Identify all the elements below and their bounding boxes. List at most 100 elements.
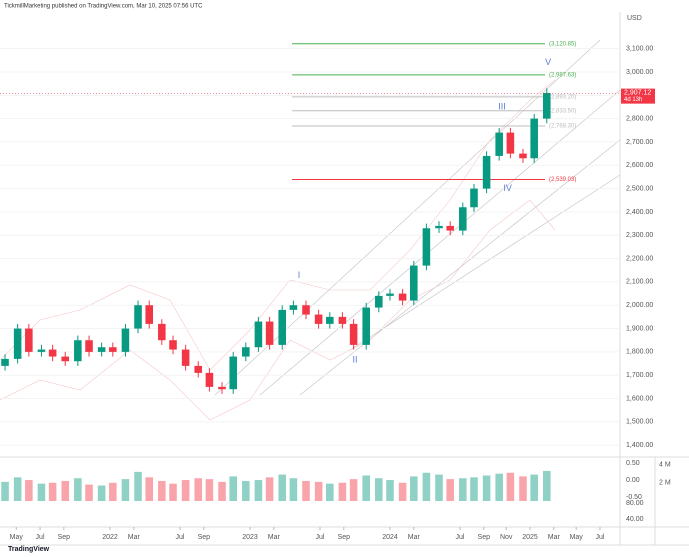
x-tick-label: 2023	[242, 534, 258, 541]
countdown-label: 4d 13h	[624, 97, 642, 103]
y-tick-label: 1,800.00	[626, 349, 653, 356]
volume-bar	[398, 482, 407, 501]
y-tick-label: 1,600.00	[626, 395, 653, 402]
volume-bar	[446, 479, 454, 501]
volume-bar	[61, 480, 70, 501]
volume-bar	[375, 478, 383, 501]
volume-bar	[519, 476, 527, 501]
wave-label: I	[298, 270, 301, 280]
volume-bar	[85, 484, 93, 501]
candle-body	[398, 293, 407, 301]
candle-body	[278, 309, 286, 345]
volume-bar	[470, 477, 478, 501]
candle-body	[169, 340, 177, 350]
candle-body	[410, 265, 418, 301]
wave-label: IV	[503, 183, 512, 193]
candle-body	[338, 316, 347, 324]
x-tick-label: Jul	[456, 534, 465, 541]
last-price-tag	[621, 88, 655, 104]
wave-label: II	[352, 354, 357, 364]
x-tick-label: 2022	[102, 534, 118, 541]
volume-bar	[422, 472, 431, 501]
volume-bar	[242, 480, 250, 501]
candle-body	[470, 188, 478, 208]
sub-panel-label: 80.00	[626, 500, 644, 507]
volume-bar	[254, 480, 263, 501]
volume-bar	[48, 482, 57, 501]
volume-bar	[482, 475, 491, 501]
candle-body	[121, 328, 130, 352]
candle-body	[519, 153, 527, 159]
candle-body	[422, 228, 431, 266]
x-tick-label: Sep	[478, 534, 491, 541]
candle-body	[97, 347, 106, 352]
candle-body	[1, 358, 9, 366]
y-tick-label: 2,200.00	[626, 255, 653, 262]
candle-body	[25, 328, 33, 352]
candle-body	[254, 321, 263, 348]
footer-logo: TradingView	[8, 546, 50, 553]
x-tick-label: Sep	[58, 534, 71, 541]
x-tick-label: Mar	[548, 534, 561, 541]
volume-bar	[338, 482, 347, 501]
candle-body	[314, 314, 323, 324]
volume-bar	[205, 479, 214, 501]
volume-bar	[25, 480, 33, 501]
candle-body	[218, 386, 226, 390]
x-tick-label: Jul	[176, 534, 185, 541]
candle-body	[109, 347, 117, 352]
candle-body	[181, 349, 190, 366]
volume-bar	[145, 477, 154, 501]
volume-bar	[181, 480, 190, 501]
y-tick-label: 3,000.00	[626, 69, 653, 76]
volume-bar	[349, 479, 358, 501]
volume-bar	[435, 474, 443, 501]
y-tick-label: 3,100.00	[626, 45, 653, 52]
y-tick-label: 2,500.00	[626, 185, 653, 192]
x-tick-label: Jul	[316, 534, 325, 541]
candle-body	[242, 347, 250, 357]
x-tick-label: Mar	[408, 534, 421, 541]
candle-body	[506, 132, 515, 154]
volume-bar	[506, 472, 515, 501]
y-tick-label: 2,400.00	[626, 209, 653, 216]
sub-panel-label: 0.00	[626, 477, 640, 484]
candle-body	[459, 207, 467, 231]
x-tick-label: 2024	[382, 534, 398, 541]
candle-body	[48, 349, 57, 357]
volume-bar	[13, 477, 22, 501]
candle-body	[13, 328, 22, 359]
x-tick-label: Sep	[198, 534, 211, 541]
candle-body	[289, 305, 298, 310]
candle-body	[145, 305, 154, 324]
level-label: (2,833.50)	[549, 108, 576, 114]
bands	[0, 79, 556, 421]
volume-bar	[229, 476, 237, 501]
level-label: (2,987.63)	[549, 72, 576, 78]
sub-panel-label: -0.50	[626, 494, 642, 501]
volume-bar	[37, 483, 46, 501]
candle-body	[158, 323, 166, 341]
volume-bar	[289, 478, 298, 501]
volume-tick-label: 4 M	[659, 461, 671, 468]
volume-bar	[278, 474, 286, 501]
candle-body	[74, 340, 82, 362]
candle-body	[194, 365, 203, 373]
wave-label: III	[498, 101, 506, 111]
candle-body	[362, 307, 370, 345]
x-tick-label: Jul	[36, 534, 45, 541]
wave-label: V	[545, 57, 551, 67]
volume-bar	[495, 473, 503, 501]
level-label: (2,539.03)	[549, 177, 576, 183]
x-tick-label: Jul	[596, 534, 605, 541]
header: TickmillMarketing published on TradingVi…	[4, 4, 203, 10]
candle-body	[446, 225, 454, 231]
sub-panel-label: 40.00	[626, 516, 644, 523]
candle-body	[134, 305, 142, 329]
x-tick-label: Mar	[268, 534, 281, 541]
last-price-label: 2,907.12	[624, 89, 651, 96]
x-tick-label: May	[10, 534, 24, 541]
volume-bar	[1, 481, 9, 501]
